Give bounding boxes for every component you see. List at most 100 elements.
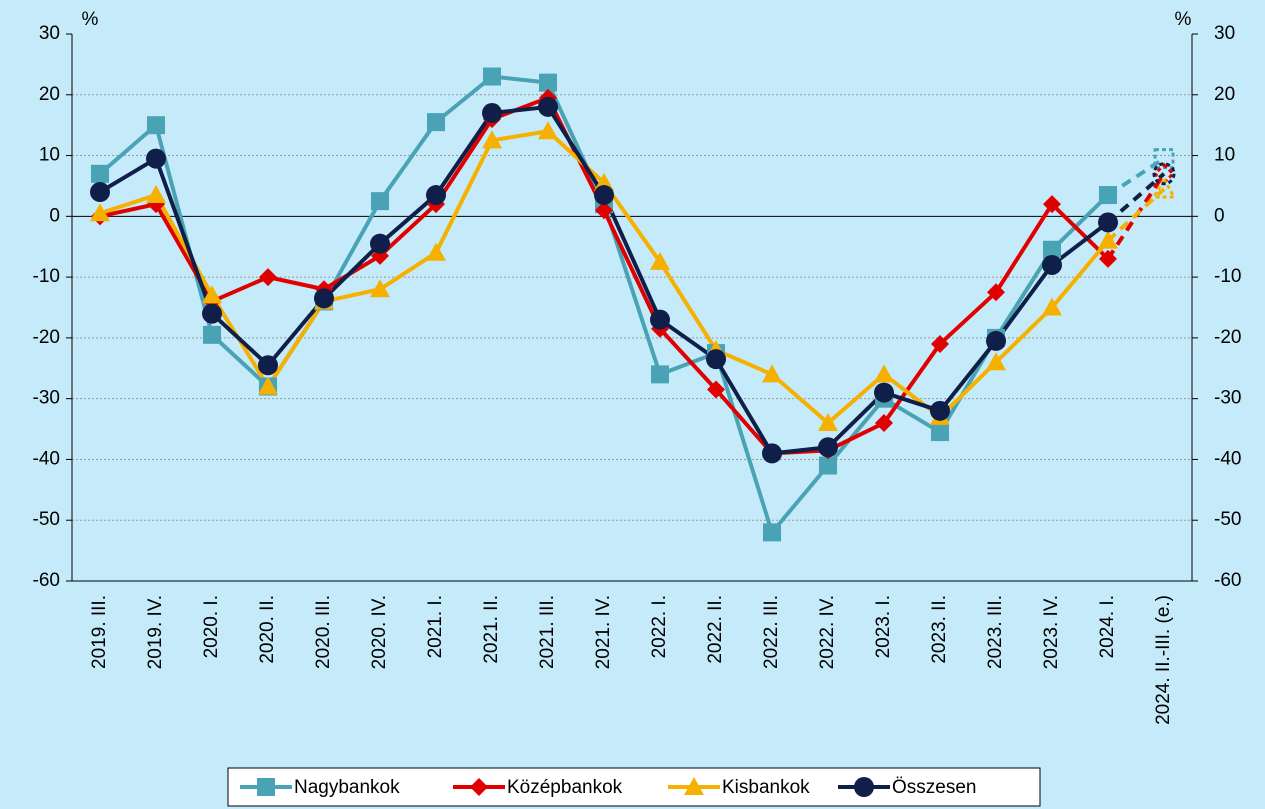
series-line-estimate	[1106, 187, 1166, 243]
y2-tick-label: -50	[1214, 509, 1241, 530]
legend-label: Középbankok	[507, 777, 623, 798]
marker	[706, 349, 726, 370]
y-tick-label: -30	[33, 388, 60, 409]
marker	[762, 364, 782, 383]
y2-tick-label: -20	[1214, 327, 1241, 348]
marker	[202, 303, 222, 324]
y2-tick-label: 30	[1214, 23, 1235, 44]
y-tick-label: 30	[39, 23, 60, 44]
marker	[875, 413, 893, 432]
x-tick-label: 2022. I.	[649, 595, 670, 658]
marker	[90, 203, 110, 222]
y2-tick-label: -10	[1214, 266, 1241, 287]
marker	[257, 778, 275, 796]
legend-box	[227, 767, 1041, 807]
marker	[371, 192, 389, 211]
marker	[986, 352, 1006, 371]
marker	[146, 148, 166, 169]
x-tick-label: 2019. IV.	[145, 595, 166, 669]
marker	[539, 73, 557, 92]
marker	[370, 233, 390, 254]
legend-label: Összesen	[892, 777, 976, 798]
x-tick-label: 2020. II.	[257, 595, 278, 664]
legend-label: Kisbankok	[722, 777, 810, 798]
marker	[1042, 297, 1062, 316]
y2-tick-label: -60	[1214, 570, 1241, 591]
marker	[483, 67, 501, 86]
marker	[854, 777, 874, 797]
x-tick-label: 2019. III.	[89, 595, 110, 669]
marker	[1152, 162, 1176, 185]
marker	[1042, 254, 1062, 275]
marker	[1098, 212, 1118, 233]
marker	[707, 380, 725, 399]
marker	[650, 251, 670, 270]
marker	[651, 365, 669, 384]
marker	[426, 242, 446, 261]
marker	[986, 330, 1006, 351]
y-tick-label: -20	[33, 327, 60, 348]
series-line-estimate	[1106, 172, 1166, 224]
marker	[1152, 162, 1176, 186]
y-tick-label: -60	[33, 570, 60, 591]
y2-tick-label: 20	[1214, 84, 1235, 105]
x-tick-label: 2020. I.	[201, 595, 222, 658]
legend-label: Nagybankok	[294, 777, 400, 798]
marker	[314, 288, 334, 309]
y-unit-right: %	[1175, 9, 1192, 30]
marker	[763, 523, 781, 542]
marker	[594, 185, 614, 206]
marker	[931, 423, 949, 442]
marker	[147, 116, 165, 135]
marker	[818, 412, 838, 431]
marker	[258, 355, 278, 376]
marker	[370, 279, 390, 298]
marker	[203, 325, 221, 344]
x-tick-label: 2021. III.	[537, 595, 558, 669]
x-tick-label: 2021. IV.	[593, 595, 614, 669]
marker	[1099, 186, 1117, 205]
marker	[258, 376, 278, 395]
marker	[819, 456, 837, 475]
x-tick-label: 2023. IV.	[1041, 595, 1062, 669]
marker	[931, 334, 949, 353]
y-tick-label: 0	[49, 205, 60, 226]
y2-tick-label: -30	[1214, 388, 1241, 409]
marker	[650, 309, 670, 330]
x-tick-label: 2023. I.	[873, 595, 894, 658]
y-tick-label: -40	[33, 448, 60, 469]
y-tick-label: -50	[33, 509, 60, 530]
x-tick-label: 2021. II.	[481, 595, 502, 664]
marker	[1098, 230, 1118, 249]
x-tick-label: 2022. IV.	[817, 595, 838, 669]
x-tick-label: 2023. III.	[985, 595, 1006, 669]
marker	[259, 268, 277, 287]
x-tick-label: 2024. I.	[1097, 595, 1118, 658]
x-tick-label: 2021. I.	[425, 595, 446, 658]
marker	[1151, 175, 1177, 199]
marker	[595, 201, 613, 220]
marker	[202, 285, 222, 304]
x-tick-label: 2023. II.	[929, 595, 950, 664]
x-tick-label: 2024. II.-III. (e.)	[1153, 595, 1174, 725]
y2-tick-label: 10	[1214, 145, 1235, 166]
x-tick-label: 2020. IV.	[369, 595, 390, 669]
marker	[1043, 240, 1061, 259]
x-tick-label: 2022. II.	[705, 595, 726, 664]
marker	[987, 283, 1005, 302]
series-line	[98, 74, 1110, 535]
y2-tick-label: -40	[1214, 448, 1241, 469]
marker	[146, 185, 166, 204]
marker	[426, 185, 446, 206]
x-tick-label: 2020. III.	[313, 595, 334, 669]
marker	[818, 437, 838, 458]
marker	[874, 382, 894, 403]
marker	[874, 364, 894, 383]
y-tick-label: -10	[33, 266, 60, 287]
x-tick-label: 2022. III.	[761, 595, 782, 669]
marker	[91, 164, 109, 183]
marker	[1153, 148, 1175, 170]
y-unit-left: %	[82, 9, 99, 30]
y2-tick-label: 0	[1214, 205, 1225, 226]
marker	[538, 96, 558, 117]
